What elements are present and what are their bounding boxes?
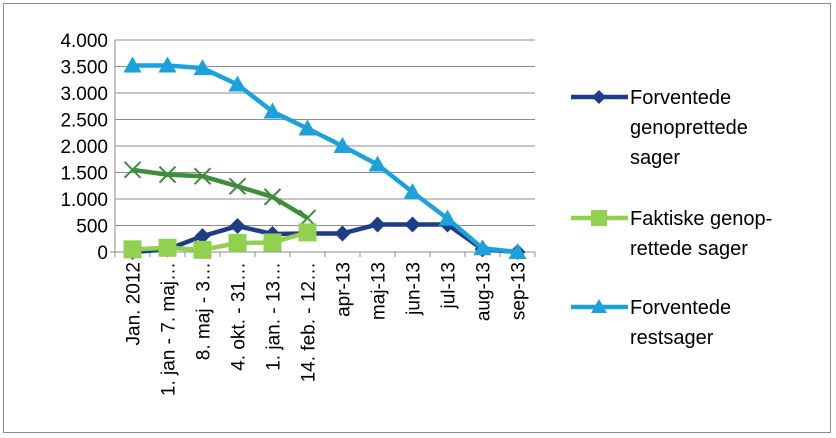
x-tick-label: Jan. 2012 [124, 262, 145, 345]
data-point [263, 233, 282, 252]
x-tick-label: 1. jan - 7. maj… [159, 262, 180, 396]
y-tick-label: 3.000 [60, 84, 108, 105]
data-point [369, 216, 386, 233]
x-tick-label: jun-13 [404, 262, 425, 316]
series-2 [123, 161, 317, 227]
data-point [403, 183, 422, 200]
series-line [132, 167, 309, 221]
data-point [298, 119, 317, 136]
data-point [438, 209, 457, 226]
legend-label: Faktiske genop- [630, 208, 772, 230]
legend-label: rettede sager [630, 238, 748, 260]
data-point [229, 218, 246, 235]
data-point [473, 239, 492, 256]
x-tick-label: sep-13 [509, 262, 530, 320]
data-point [298, 223, 317, 242]
y-tick-label: 1.000 [60, 190, 108, 211]
data-point [193, 59, 212, 76]
data-point [334, 225, 351, 242]
gridlines [115, 39, 535, 226]
data-point [592, 90, 606, 104]
data-point [193, 240, 212, 259]
legend-label: Forventede [630, 297, 731, 319]
data-point [404, 216, 421, 233]
y-tick-label: 1.500 [60, 164, 108, 185]
x-tick-label: jul-13 [439, 262, 460, 309]
data-point [123, 161, 142, 179]
legend-label: restsager [630, 327, 714, 349]
series-line [132, 222, 518, 255]
data-point [228, 75, 247, 92]
x-tick-label: 8. maj - 3… [194, 262, 215, 360]
legend-label: genoprettede [630, 117, 748, 139]
legend: Forventede genoprettede sager Faktiske geno… [571, 87, 772, 349]
data-point [158, 238, 177, 257]
y-tick-label: 4.000 [60, 31, 108, 52]
y-axis-labels: 0 500 1.000 1.500 2.000 2.500 3.000 3.500 4.000 [60, 31, 108, 264]
series-1 [123, 223, 317, 259]
y-tick-label: 2.000 [60, 137, 108, 158]
data-point [228, 177, 247, 195]
x-tick-label: aug-13 [474, 262, 495, 321]
data-point [508, 243, 527, 259]
data-point [158, 165, 177, 184]
data-point [591, 210, 607, 226]
x-tick-label: 4. okt. - 31… [229, 262, 250, 371]
data-point [123, 240, 142, 259]
data-point [194, 228, 211, 245]
x-tick-label: apr-13 [334, 262, 355, 317]
legend-label: Forventede [630, 87, 731, 109]
data-point [158, 56, 177, 73]
x-axis-labels: Jan. 2012 1. jan - 7. maj… 8. maj - 3… 4. o… [114, 252, 536, 396]
y-tick-label: 3.500 [60, 58, 108, 79]
data-point [228, 233, 247, 252]
x-tick-label: 1. jan. - 13… [264, 262, 285, 371]
y-tick-label: 500 [76, 217, 108, 238]
data-point [263, 102, 282, 119]
x-tick-label: maj-13 [369, 262, 390, 320]
y-tick-label: 0 [97, 243, 108, 264]
legend-label: sager [630, 147, 680, 169]
y-tick-label: 2.500 [60, 111, 108, 132]
series-3 [123, 56, 527, 259]
legend-entry: Faktiske genop-rettede sager [571, 208, 772, 260]
legend-entry: Forventede restsager [571, 297, 731, 349]
data-point [333, 137, 352, 153]
data-point [123, 56, 142, 73]
legend-entry: Forventede genoprettede sager [571, 87, 748, 169]
data-point [368, 155, 387, 172]
data-point [591, 299, 607, 313]
data-point [263, 188, 282, 206]
data-point [193, 167, 212, 185]
x-tick-label: 14. feb. - 12… [299, 262, 320, 382]
chart-area [3, 3, 831, 433]
